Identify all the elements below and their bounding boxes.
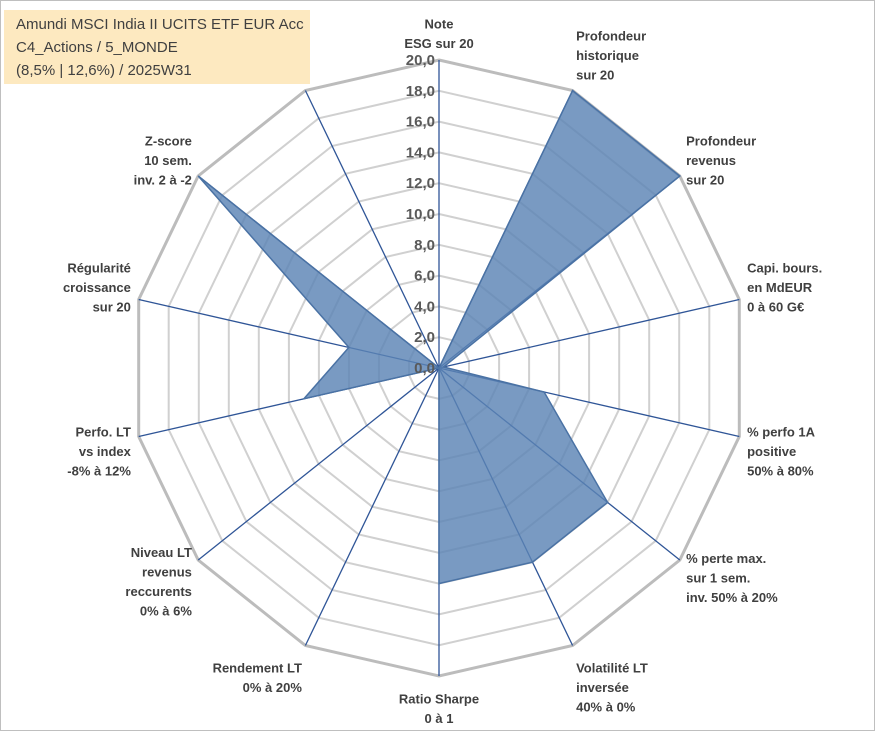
axis-label-line: Niveau LT — [131, 545, 192, 560]
chart-title-line-2: C4_Actions / 5_MONDE — [16, 39, 178, 56]
axis-label-line: % perfo 1A — [747, 424, 816, 439]
area-layer — [197, 89, 681, 585]
chart-title-line-3: (8,5% | 12,6%) / 2025W31 — [16, 62, 192, 79]
tick-label: 20,0 — [406, 52, 435, 69]
axis-label: Profondeur revenus sur 20 — [686, 134, 756, 188]
axis-label-line: sur 20 — [576, 67, 614, 82]
tick-label: 6,0 — [414, 268, 435, 285]
tick-label: 0,0 — [414, 360, 435, 377]
axis-label: Rendement LT 0% à 20% — [213, 660, 303, 695]
axis-label: Z-score 10 sem. inv. 2 à -2 — [134, 134, 192, 188]
axis-label-line: inv. 50% à 20% — [686, 590, 778, 605]
axis-spoke — [197, 367, 440, 561]
axis-label: Note ESG sur 20 — [404, 17, 473, 52]
axis-label-line: inversée — [576, 680, 629, 695]
axis-spoke — [438, 298, 740, 369]
axis-label-line: en MdEUR — [747, 280, 813, 295]
axis-label: % perte max. sur 1 sem. inv. 50% à 20% — [686, 551, 778, 605]
tick-label: 4,0 — [414, 298, 435, 315]
axis-label-line: Volatilité LT — [576, 660, 648, 675]
axis-label-line: revenus — [686, 153, 736, 168]
tick-label: 16,0 — [406, 114, 435, 131]
axis-label: Régularité croissance sur 20 — [63, 260, 131, 314]
axis-label-line: Ratio Sharpe — [399, 692, 479, 707]
axis-label-line: 10 sem. — [144, 153, 192, 168]
axis-label-line: Profondeur — [686, 134, 756, 149]
axis-label-line: Rendement LT — [213, 660, 302, 675]
axis-label-line: % perte max. — [686, 551, 766, 566]
axis-label: Ratio Sharpe 0 à 1 — [399, 692, 479, 727]
axis-spoke — [304, 90, 440, 369]
axis-label-line: reccurents — [125, 584, 191, 599]
axis-label-line: ESG sur 20 — [404, 36, 473, 51]
axis-label-line: Profondeur — [576, 28, 646, 43]
axis-label-line: sur 20 — [686, 173, 724, 188]
axis-label-line: Perfo. LT — [76, 424, 131, 439]
axis-label-line: historique — [576, 48, 639, 63]
axis-label: % perfo 1A positive 50% à 80% — [747, 424, 816, 478]
axis-label-line: revenus — [142, 565, 192, 580]
axis-label-line: sur 1 sem. — [686, 571, 750, 586]
axis-label: Perfo. LT vs index -8% à 12% — [67, 424, 131, 478]
axis-label-line: Régularité — [67, 260, 131, 275]
axis-label-line: 0% à 6% — [140, 604, 192, 619]
axis-label-line: Z-score — [145, 134, 192, 149]
axis-label: Profondeur historique sur 20 — [576, 28, 646, 82]
axis-label-line: Note — [425, 17, 454, 32]
axis-label: Capi. bours. en MdEUR 0 à 60 G€ — [747, 260, 822, 314]
axis-label-line: 50% à 80% — [747, 463, 814, 478]
title-box: Amundi MSCI India II UCITS ETF EUR Acc C… — [4, 10, 310, 84]
tick-layer: 0,0 2,0 4,0 6,0 8,0 10,0 12,0 14,0 16,0 18,0 20,0 — [406, 52, 435, 377]
axis-label-line: inv. 2 à -2 — [134, 173, 192, 188]
axis-label-line: Capi. bours. — [747, 260, 822, 275]
axis-label-line: 40% à 0% — [576, 699, 636, 714]
axis-label-line: 0 à 1 — [425, 711, 454, 726]
axis-label-line: positive — [747, 444, 796, 459]
tick-label: 14,0 — [406, 144, 435, 161]
axis-spoke — [304, 367, 440, 646]
chart-title-line-1: Amundi MSCI India II UCITS ETF EUR Acc — [16, 16, 304, 33]
tick-label: 18,0 — [406, 83, 435, 100]
tick-label: 10,0 — [406, 206, 435, 223]
axis-label-line: -8% à 12% — [67, 463, 131, 478]
axis-label-line: croissance — [63, 280, 131, 295]
tick-label: 8,0 — [414, 237, 435, 254]
tick-label: 12,0 — [406, 175, 435, 192]
axis-label-line: 0% à 20% — [243, 680, 303, 695]
axis-label: Niveau LT revenus reccurents 0% à 6% — [125, 545, 192, 619]
axis-label: Volatilité LT inversée 40% à 0% — [576, 660, 648, 714]
tick-label: 2,0 — [414, 329, 435, 346]
axis-label-line: vs index — [79, 444, 132, 459]
axis-label-line: sur 20 — [93, 299, 131, 314]
axis-label-line: 0 à 60 G€ — [747, 299, 804, 314]
